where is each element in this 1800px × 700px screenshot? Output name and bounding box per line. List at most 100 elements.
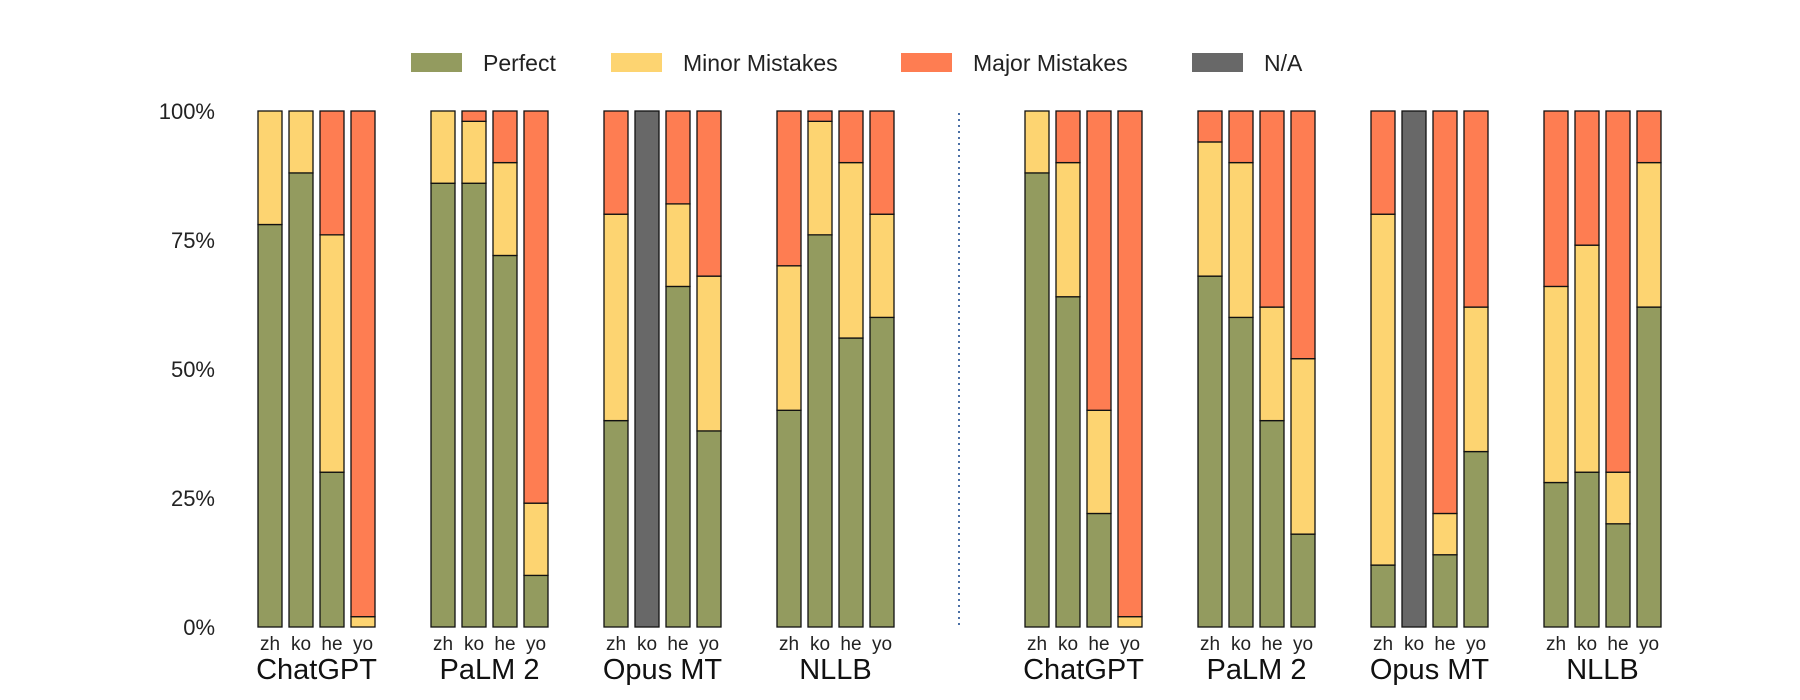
x-tick-label: zh [606,634,626,655]
bar-segment-major [1055,110,1081,164]
legend-label-na: N/A [1264,50,1303,76]
bar-segment-perfect [807,234,833,628]
bar-segment-minor [1370,213,1396,566]
x-tick-label: ko [464,634,484,655]
bar-segment-minor [1574,244,1600,473]
x-tick-label: he [667,634,688,655]
bar-segment-minor [288,110,314,174]
x-tick-label: yo [526,634,546,655]
bar-segment-perfect [461,182,487,628]
x-tick-label: zh [1027,634,1047,655]
bar-segment-major [807,110,833,122]
bar-segment-perfect [1290,533,1316,628]
bar-segment-minor [1543,285,1569,484]
x-tick-label: yo [353,634,373,655]
bar-segment-perfect [257,223,283,628]
bar-segment-perfect [492,254,518,628]
bar-group-chatgpt [1024,110,1143,628]
bar-segment-minor [838,161,864,339]
bar-segment-major [1543,110,1569,288]
x-tick-label: zh [779,634,799,655]
plot-area [257,110,1662,628]
model-label: ChatGPT [256,654,377,686]
bar-segment-minor [1024,110,1050,174]
bar-segment-perfect [1543,481,1569,628]
bar-segment-major [350,110,376,618]
x-tick-label: ko [1231,634,1251,655]
bar-segment-perfect [665,285,691,628]
bar-segment-minor [523,502,549,577]
bar-segment-major [523,110,549,504]
model-label: Opus MT [603,654,723,686]
model-label: ChatGPT [1023,654,1144,686]
x-tick-label: he [494,634,515,655]
bar-segment-minor [257,110,283,226]
x-tick-label: ko [1577,634,1597,655]
bar-segment-minor [461,120,487,184]
bar-segment-perfect [1228,316,1254,628]
bar-segment-perfect [523,574,549,628]
bar-segment-perfect [869,316,895,628]
bar-segment-major [869,110,895,215]
bar-segment-major [1290,110,1316,360]
bar-segment-perfect [1024,172,1050,628]
bar-segment-minor [696,275,722,432]
bar-segment-perfect [776,409,802,628]
bar-segment-major [1605,110,1631,473]
x-tick-label: he [840,634,861,655]
bar-segment-major [776,110,802,267]
legend-swatch-perfect [411,53,462,72]
bar-segment-major [696,110,722,277]
model-label: NLLB [1566,654,1639,686]
bar-segment-minor [665,203,691,288]
legend-swatch-major [901,53,952,72]
bar-segment-minor [1463,306,1489,453]
x-tick-label: he [1088,634,1109,655]
x-tick-label: zh [433,634,453,655]
x-tick-label: he [1607,634,1628,655]
bar-segment-perfect [1463,450,1489,628]
legend-label-perfect: Perfect [483,50,556,76]
bar-group-palm-2 [430,110,549,628]
bar-segment-perfect [1432,554,1458,628]
x-tick-label: yo [1639,634,1659,655]
bar-segment-perfect [1370,564,1396,628]
bar-segment-minor [430,110,456,184]
bar-segment-major [1259,110,1285,308]
bar-segment-major [1086,110,1112,411]
bar-segment-minor [1636,161,1662,308]
bar-segment-perfect [1636,306,1662,628]
bar-segment-perfect [1197,275,1223,628]
x-tick-label: he [1434,634,1455,655]
bar-segment-perfect [1574,471,1600,628]
bar-segment-major [1636,110,1662,164]
bar-segment-minor [776,265,802,411]
x-tick-label: yo [1120,634,1140,655]
bar-segment-major [1228,110,1254,164]
bar-group-palm-2 [1197,110,1316,628]
bar-segment-minor [603,213,629,422]
y-tick-label: 100% [159,99,215,124]
bar-segment-minor [1055,161,1081,298]
x-tick-label: yo [1293,634,1313,655]
x-tick-label: ko [291,634,311,655]
bar-segment-major [1370,110,1396,215]
bar-segment-minor [1228,161,1254,319]
bar-segment-perfect [319,471,345,628]
x-tick-label: yo [699,634,719,655]
y-tick-label: 50% [171,357,215,382]
y-axis: 0% 25% 50% 75% 100% [159,99,215,640]
bar-segment-minor [492,161,518,257]
x-tick-label: he [1261,634,1282,655]
bar-segment-major [492,110,518,164]
bar-segment-major [1463,110,1489,308]
bar-segment-minor [319,234,345,473]
legend-swatch-minor [611,53,662,72]
x-tick-label: yo [872,634,892,655]
bar-segment-minor [1290,358,1316,535]
bar-segment-minor [1086,409,1112,515]
bar-group-nllb [1543,110,1662,628]
bar-segment-minor [1432,512,1458,556]
bar-segment-minor [350,616,376,628]
